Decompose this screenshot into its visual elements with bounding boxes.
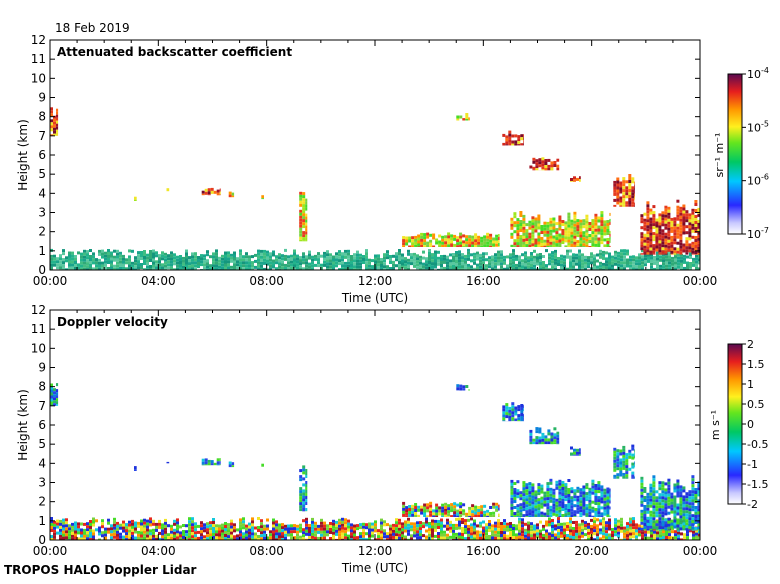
doppler-xtick-label: 00:00	[33, 544, 68, 558]
backscatter-ytick-label: 7	[38, 129, 46, 143]
backscatter-cbar-tick-label: 10-6	[747, 173, 769, 188]
backscatter-ytick-label: 6	[38, 148, 46, 162]
doppler-cbar-tick-label: -0.5	[747, 438, 768, 451]
doppler-ytick-label: 10	[31, 341, 46, 355]
doppler-ytick-label: 11	[31, 322, 46, 336]
doppler-colorbar-label: m s⁻¹	[709, 410, 722, 440]
backscatter-colorbar-ticks: 10-4 10-5 10-6 10-7	[742, 66, 769, 241]
backscatter-feature-7	[299, 192, 307, 242]
doppler-cbar-tick-label: 0.5	[747, 398, 765, 411]
doppler-ytick-label: 9	[38, 361, 46, 375]
backscatter-ytick-label: 4	[38, 186, 46, 200]
doppler-feature-5	[229, 462, 234, 468]
doppler-ytick-label: 4	[38, 456, 46, 470]
doppler-cbar-tick-label: 2	[747, 338, 754, 351]
doppler-xtick-label: 08:00	[249, 544, 284, 558]
doppler-xtick-label: 16:00	[466, 544, 501, 558]
backscatter-cbar-tick-label: 10-5	[747, 119, 769, 134]
doppler-ytick-label: 5	[38, 437, 46, 451]
backscatter-ytick-label: 2	[38, 225, 46, 239]
doppler-cbar-tick-label: -2	[747, 498, 758, 511]
doppler-xtick-label: 04:00	[141, 544, 176, 558]
doppler-ytick-label: 1	[38, 514, 46, 528]
backscatter-colorbar-label: sr⁻¹ m⁻¹	[713, 133, 726, 178]
doppler-ytick-label: 2	[38, 495, 46, 509]
backscatter-cbar-tick-label: 10-7	[747, 226, 769, 241]
doppler-title: Doppler velocity	[57, 315, 168, 329]
backscatter-xtick-label: 00:00	[33, 274, 68, 288]
doppler-feature-6	[261, 464, 264, 467]
doppler-ylabel: Height (km)	[16, 389, 30, 460]
doppler-xtick-label: 00:00	[683, 544, 718, 558]
doppler-cbar-tick-label: 0	[747, 418, 754, 431]
doppler-ytick-label: 3	[38, 476, 46, 490]
backscatter-ytick-label: 9	[38, 91, 46, 105]
doppler-feature-13	[510, 479, 610, 517]
backscatter-title: Attenuated backscatter coefficient	[57, 45, 292, 59]
backscatter-xtick-label: 04:00	[141, 274, 176, 288]
doppler-cbar-tick-label: -1	[747, 458, 758, 471]
backscatter-xtick-label: 16:00	[466, 274, 501, 288]
backscatter-xlabel: Time (UTC)	[341, 291, 408, 305]
doppler-ytick-label: 6	[38, 418, 46, 432]
doppler-feature-3	[167, 462, 170, 463]
backscatter-xtick-label: 12:00	[358, 274, 393, 288]
backscatter-ylabel: Height (km)	[16, 119, 30, 190]
doppler-plot-area	[50, 310, 700, 540]
backscatter-ytick-label: 3	[38, 206, 46, 220]
doppler-colorbar-ticks: 2 1.5 1 0.5 0 -0.5 -1 -1.5 -2	[742, 338, 768, 511]
backscatter-ytick-label: 8	[38, 110, 46, 124]
backscatter-feature-3	[167, 188, 170, 191]
doppler-cbar-tick-label: 1	[747, 378, 754, 391]
backscatter-ytick-label: 10	[31, 71, 46, 85]
backscatter-ytick-label: 12	[31, 33, 46, 47]
backscatter-xtick-label: 08:00	[249, 274, 284, 288]
doppler-ytick-label: 8	[38, 380, 46, 394]
backscatter-feature-12	[613, 174, 635, 207]
doppler-cbar-tick-label: 1.5	[747, 358, 765, 371]
doppler-ytick-label: 12	[31, 303, 46, 317]
backscatter-colorbar	[728, 74, 742, 234]
doppler-xtick-label: 20:00	[574, 544, 609, 558]
doppler-xtick-label: 12:00	[358, 544, 393, 558]
footer-label: TROPOS HALO Doppler Lidar	[4, 563, 197, 577]
doppler-xlabel: Time (UTC)	[341, 561, 408, 575]
doppler-feature-2	[134, 466, 137, 471]
backscatter-xtick-label: 20:00	[574, 274, 609, 288]
backscatter-feature-6	[261, 195, 264, 199]
backscatter-xtick-label: 00:00	[683, 274, 718, 288]
backscatter-ytick-label: 1	[38, 244, 46, 258]
backscatter-ytick-label: 11	[31, 52, 46, 66]
backscatter-cbar-tick-label: 10-4	[747, 66, 769, 81]
backscatter-feature-2	[134, 197, 137, 201]
doppler-colorbar	[728, 344, 742, 504]
backscatter-ytick-label: 5	[38, 167, 46, 181]
doppler-ytick-label: 7	[38, 399, 46, 413]
date-label: 18 Feb 2019	[55, 21, 130, 35]
doppler-cbar-tick-label: -1.5	[747, 478, 768, 491]
